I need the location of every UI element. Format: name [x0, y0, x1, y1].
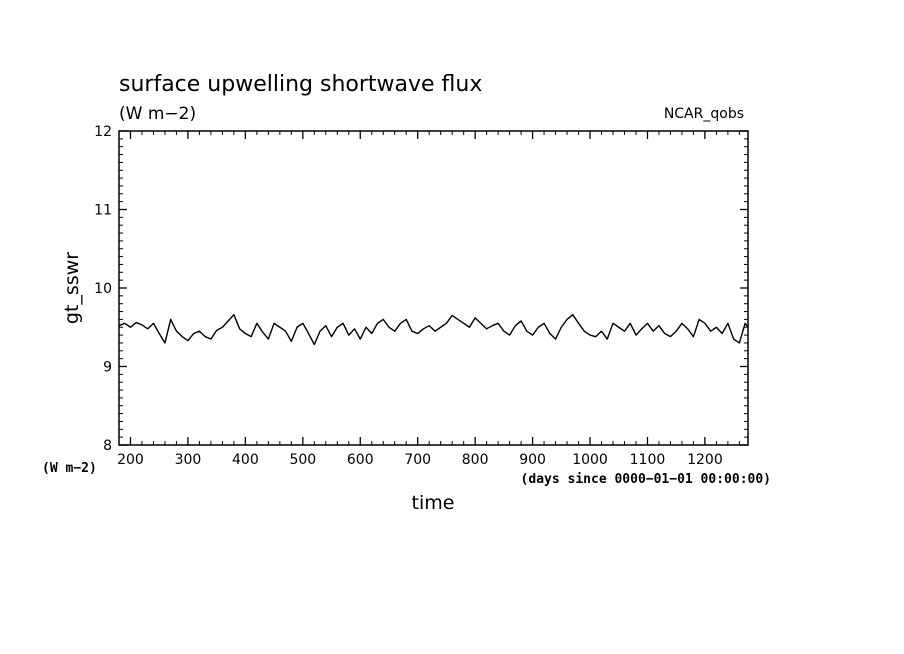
x-axis-units: (days since 0000−01−01 00:00:00): [521, 472, 771, 487]
y-tick-label: 11: [94, 203, 112, 219]
y-axis-units: (W m−2): [42, 461, 97, 476]
y-axis-label: gt_sswr: [61, 252, 83, 324]
y-tick-label: 10: [94, 281, 112, 297]
plot-frame: [118, 130, 749, 446]
y-tick-label: 8: [103, 438, 112, 454]
x-axis-label: time: [412, 492, 455, 514]
x-tick-label: 1000: [572, 452, 608, 468]
chart-title: surface upwelling shortwave flux: [119, 72, 482, 97]
x-tick-label: 700: [404, 452, 431, 468]
source-label: NCAR_qobs: [664, 106, 744, 122]
x-axis-ticks: 200 300 400 500 600 700 800 900 1000 1100 1200: [117, 131, 740, 468]
y-axis-ticks: 8 9 10 11 12: [94, 124, 748, 454]
x-tick-label: 900: [519, 452, 546, 468]
series-line: [118, 313, 749, 346]
y-tick-label: 12: [94, 124, 112, 140]
x-tick-label: 400: [232, 452, 259, 468]
x-tick-label: 800: [462, 452, 489, 468]
x-tick-label: 600: [347, 452, 374, 468]
x-tick-label: 1200: [687, 452, 723, 468]
x-tick-label: 500: [289, 452, 316, 468]
x-tick-label: 1100: [630, 452, 666, 468]
y-tick-label: 9: [103, 360, 112, 376]
x-tick-label: 300: [175, 452, 202, 468]
chart-title-units: (W m−2): [119, 104, 196, 124]
x-tick-label: 200: [117, 452, 144, 468]
